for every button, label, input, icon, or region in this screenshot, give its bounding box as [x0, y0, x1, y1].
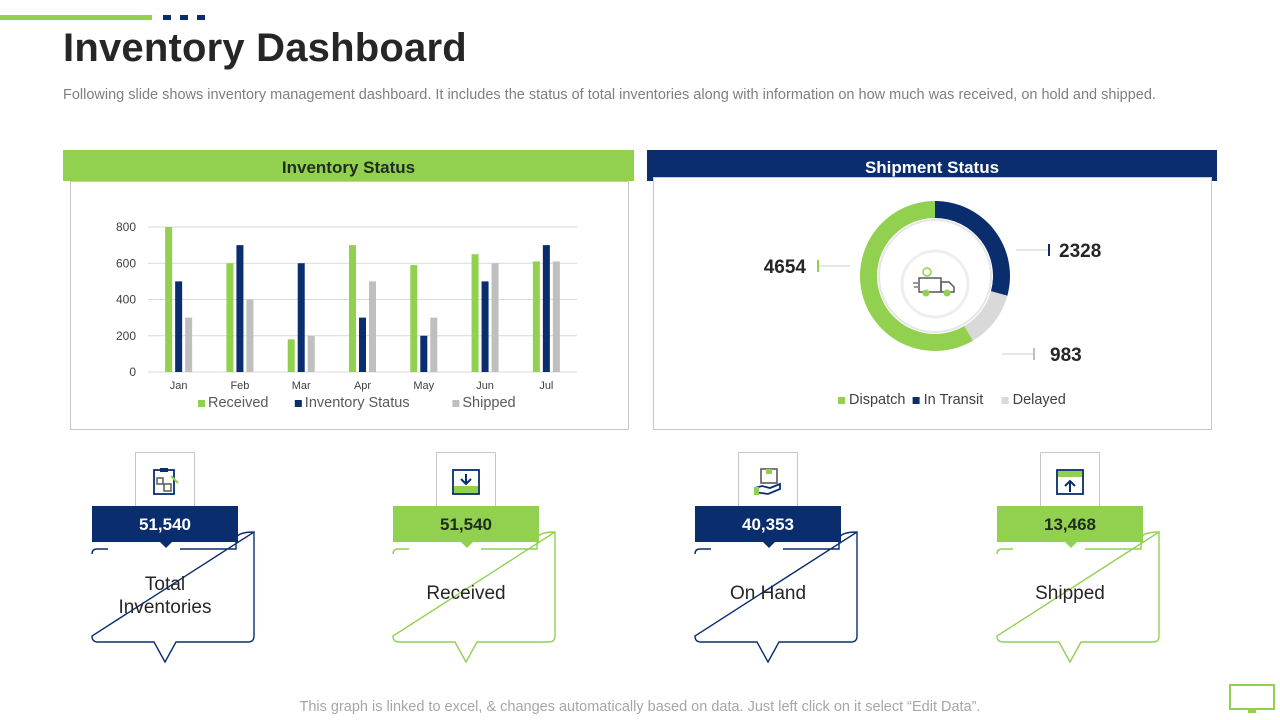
legend-swatch [1001, 397, 1009, 404]
bar-received-jan[interactable] [165, 227, 173, 372]
legend-label[interactable]: Delayed [1013, 392, 1066, 408]
top-accent-dash [163, 15, 171, 20]
upload-box-icon [1040, 452, 1100, 512]
kpi-value: 13,468 [997, 506, 1143, 542]
donut-center-badge [900, 249, 970, 319]
donut-slice-in-transit[interactable] [935, 201, 1010, 296]
kpi-label-line2: Inventories [118, 597, 212, 618]
kpi-band-pointer [762, 541, 776, 548]
bar-inventory-status-jun[interactable] [481, 281, 489, 372]
x-tick-label: Mar [292, 380, 311, 392]
delivery-truck-icon [913, 267, 955, 297]
legend-swatch [912, 397, 920, 404]
x-tick-label: Jun [476, 380, 494, 392]
bar-shipped-feb[interactable] [246, 299, 254, 373]
bar-shipped-may[interactable] [430, 317, 438, 372]
bar-shipped-jun[interactable] [491, 263, 499, 372]
donut-value-in-transit: 2328 [1059, 241, 1101, 262]
y-tick-label: 200 [116, 329, 136, 343]
inventory-status-header: Inventory Status [63, 150, 634, 181]
bar-shipped-mar[interactable] [307, 335, 315, 372]
bar-inventory-status-may[interactable] [420, 335, 428, 372]
kpi-band-pointer [460, 541, 474, 548]
inventory-chart-panel: 0 200 400 600 800 Jan Feb Mar Apr May Jun Jul Receiv… [70, 181, 629, 430]
bar-received-feb[interactable] [226, 263, 234, 372]
y-tick-label: 800 [116, 220, 136, 234]
bar-shipped-jul[interactable] [552, 261, 560, 372]
kpi-label: Received [385, 582, 547, 605]
legend-label[interactable]: Shipped [462, 395, 515, 411]
monitor-icon [1229, 684, 1275, 719]
kpi-value: 40,353 [695, 506, 841, 542]
bar-received-apr[interactable] [349, 245, 356, 372]
x-tick-label: Apr [354, 380, 371, 392]
donut-slice-dispatch[interactable] [860, 201, 973, 351]
kpi-card[interactable]: 51,540 Total Inventories [82, 452, 267, 667]
kpi-value: 51,540 [393, 506, 539, 542]
page-title: Inventory Dashboard [63, 26, 467, 70]
kpi-label-line1: Shipped [1035, 583, 1105, 604]
top-accent-line [0, 15, 152, 20]
kpi-label-line1: Received [426, 583, 506, 604]
y-tick-label: 400 [116, 293, 136, 307]
shipment-chart-panel: 4654 2328 983 Dispatch In Transit Delayed [653, 177, 1212, 430]
footer-note: This graph is linked to excel, & changes… [299, 699, 981, 715]
page-subtitle: Following slide shows inventory manageme… [63, 87, 1156, 103]
legend-swatch [198, 400, 205, 407]
clipboard-boxes-icon [135, 452, 195, 512]
shipment-status-header: Shipment Status [647, 150, 1217, 181]
kpi-label: Shipped [989, 582, 1151, 605]
legend-label[interactable]: Dispatch [849, 392, 905, 408]
kpi-label-line1: On Hand [729, 583, 807, 604]
bar-inventory-status-mar[interactable] [297, 263, 305, 372]
bar-inventory-status-jul[interactable] [542, 245, 550, 372]
hand-box-icon [738, 452, 798, 512]
legend-label[interactable]: In Transit [924, 392, 984, 408]
x-tick-label: May [413, 380, 434, 392]
shipment-donut-chart[interactable]: 4654 2328 983 Dispatch In Transit Delayed [654, 178, 1211, 429]
legend-swatch [294, 400, 302, 407]
y-tick-label: 0 [129, 365, 136, 379]
legend-swatch [838, 397, 845, 404]
kpi-card[interactable]: 40,353 On Hand [685, 452, 870, 667]
bar-inventory-status-apr[interactable] [359, 317, 366, 372]
inbox-download-icon [436, 452, 496, 512]
bar-received-jul[interactable] [532, 261, 540, 372]
bar-shipped-jan[interactable] [185, 317, 193, 372]
bar-inventory-status-jan[interactable] [175, 281, 183, 372]
bar-received-may[interactable] [410, 265, 418, 372]
bar-received-mar[interactable] [287, 339, 295, 372]
kpi-label: Total Inventories [84, 573, 246, 619]
kpi-band-pointer [159, 541, 173, 548]
donut-value-delayed: 983 [1050, 345, 1082, 366]
kpi-label: On Hand [687, 582, 849, 605]
legend-swatch [452, 400, 460, 407]
x-tick-label: Feb [230, 380, 249, 392]
bar-shipped-apr[interactable] [369, 281, 376, 372]
legend-label[interactable]: Inventory Status [305, 395, 410, 411]
top-accent-dash [197, 15, 205, 20]
donut-value-dispatch: 4654 [764, 257, 807, 278]
donut-slice-delayed[interactable] [964, 291, 1008, 341]
bar-inventory-status-feb[interactable] [236, 245, 244, 372]
top-accent-dash [180, 15, 188, 20]
inventory-bar-chart[interactable]: 0 200 400 600 800 Jan Feb Mar Apr May Jun Jul Receiv… [71, 182, 628, 429]
kpi-label-line1: Total [144, 574, 186, 595]
kpi-value: 51,540 [92, 506, 238, 542]
bar-received-jun[interactable] [471, 254, 479, 372]
x-tick-label: Jan [170, 380, 188, 392]
x-tick-label: Jul [539, 380, 553, 392]
kpi-band-pointer [1064, 541, 1078, 548]
kpi-card[interactable]: 13,468 Shipped [987, 452, 1172, 667]
kpi-card[interactable]: 51,540 Received [383, 452, 568, 667]
legend-label[interactable]: Received [208, 395, 268, 411]
y-tick-label: 600 [116, 256, 136, 270]
